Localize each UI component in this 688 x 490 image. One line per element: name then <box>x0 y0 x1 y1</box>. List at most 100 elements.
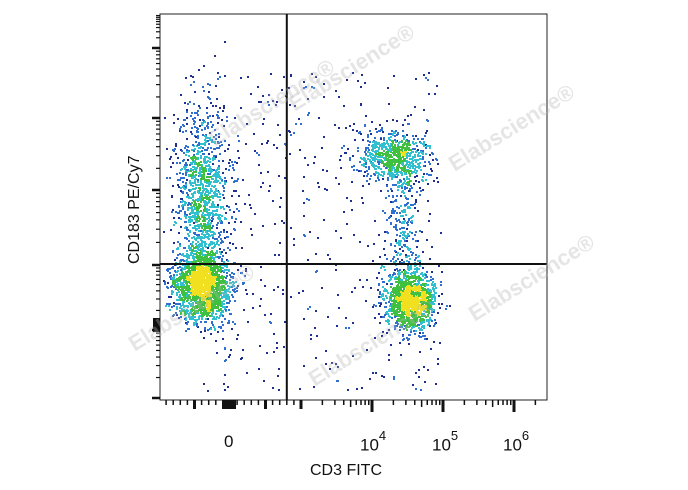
event-point <box>181 198 183 200</box>
event-point <box>236 290 238 292</box>
event-point <box>407 323 409 325</box>
event-point <box>200 301 202 303</box>
event-point <box>426 297 428 299</box>
event-point <box>375 128 377 130</box>
event-point <box>381 148 383 150</box>
event-point <box>188 285 190 287</box>
event-point <box>429 294 431 296</box>
event-point <box>187 321 189 323</box>
event-point <box>183 177 185 179</box>
event-point <box>212 105 214 107</box>
event-point <box>175 287 177 289</box>
event-point <box>366 279 368 281</box>
event-point <box>188 328 190 330</box>
event-point <box>414 307 416 309</box>
event-point <box>207 297 209 299</box>
event-point <box>185 184 187 186</box>
event-point <box>219 219 221 221</box>
event-point <box>214 141 216 143</box>
event-point <box>233 282 235 284</box>
event-point <box>410 149 412 151</box>
event-point <box>422 267 424 269</box>
event-point <box>205 266 207 268</box>
event-point <box>207 122 209 124</box>
event-point <box>213 279 215 281</box>
event-point <box>412 252 414 254</box>
event-point <box>209 196 211 198</box>
event-point <box>173 217 175 219</box>
event-point <box>215 318 217 320</box>
event-point <box>363 175 365 177</box>
event-point <box>221 285 223 287</box>
event-point <box>386 142 388 144</box>
event-point <box>220 238 222 240</box>
event-point <box>397 133 399 135</box>
event-point <box>219 217 221 219</box>
event-point <box>421 326 423 328</box>
event-point <box>179 253 181 255</box>
event-point <box>198 290 200 292</box>
event-point <box>191 299 193 301</box>
event-point <box>181 168 183 170</box>
event-point <box>211 203 213 205</box>
event-point <box>220 326 222 328</box>
event-point <box>399 269 401 271</box>
event-point <box>172 185 174 187</box>
event-point <box>188 291 190 293</box>
event-point <box>395 312 397 314</box>
event-point <box>223 229 225 231</box>
event-point <box>361 164 363 166</box>
event-point <box>193 154 195 156</box>
event-point <box>403 277 405 279</box>
event-point <box>419 299 421 301</box>
event-point <box>183 306 185 308</box>
event-point <box>226 265 228 267</box>
event-point <box>413 183 415 185</box>
event-point <box>165 305 167 307</box>
event-point <box>388 145 390 147</box>
event-point <box>394 327 396 329</box>
event-point <box>218 278 220 280</box>
event-point <box>391 276 393 278</box>
event-point <box>193 123 195 125</box>
event-point <box>449 305 451 307</box>
event-point <box>195 253 197 255</box>
event-point <box>395 281 397 283</box>
event-point <box>171 195 173 197</box>
event-point <box>389 316 391 318</box>
event-point <box>187 151 189 153</box>
event-point <box>186 179 188 181</box>
event-point <box>391 313 393 315</box>
event-point <box>199 199 201 201</box>
event-point <box>187 277 189 279</box>
event-point <box>173 150 175 152</box>
event-point <box>220 269 222 271</box>
event-point <box>211 250 213 252</box>
event-point <box>224 217 226 219</box>
event-point <box>393 158 395 160</box>
event-point <box>209 225 211 227</box>
event-point <box>224 290 226 292</box>
event-point <box>177 179 179 181</box>
event-point <box>394 148 396 150</box>
event-point <box>219 193 221 195</box>
event-point <box>217 222 219 224</box>
event-point <box>207 306 209 308</box>
event-point <box>180 187 182 189</box>
event-point <box>190 292 192 294</box>
event-point <box>214 238 216 240</box>
event-point <box>409 323 411 325</box>
event-point <box>217 206 219 208</box>
event-point <box>375 305 377 307</box>
event-point <box>386 332 388 334</box>
event-point <box>395 310 397 312</box>
event-point <box>171 277 173 279</box>
event-point <box>222 255 224 257</box>
event-point <box>178 206 180 208</box>
event-point <box>199 151 201 153</box>
event-point <box>421 315 423 317</box>
event-point <box>208 259 210 261</box>
event-point <box>206 281 208 283</box>
event-point <box>406 304 408 306</box>
